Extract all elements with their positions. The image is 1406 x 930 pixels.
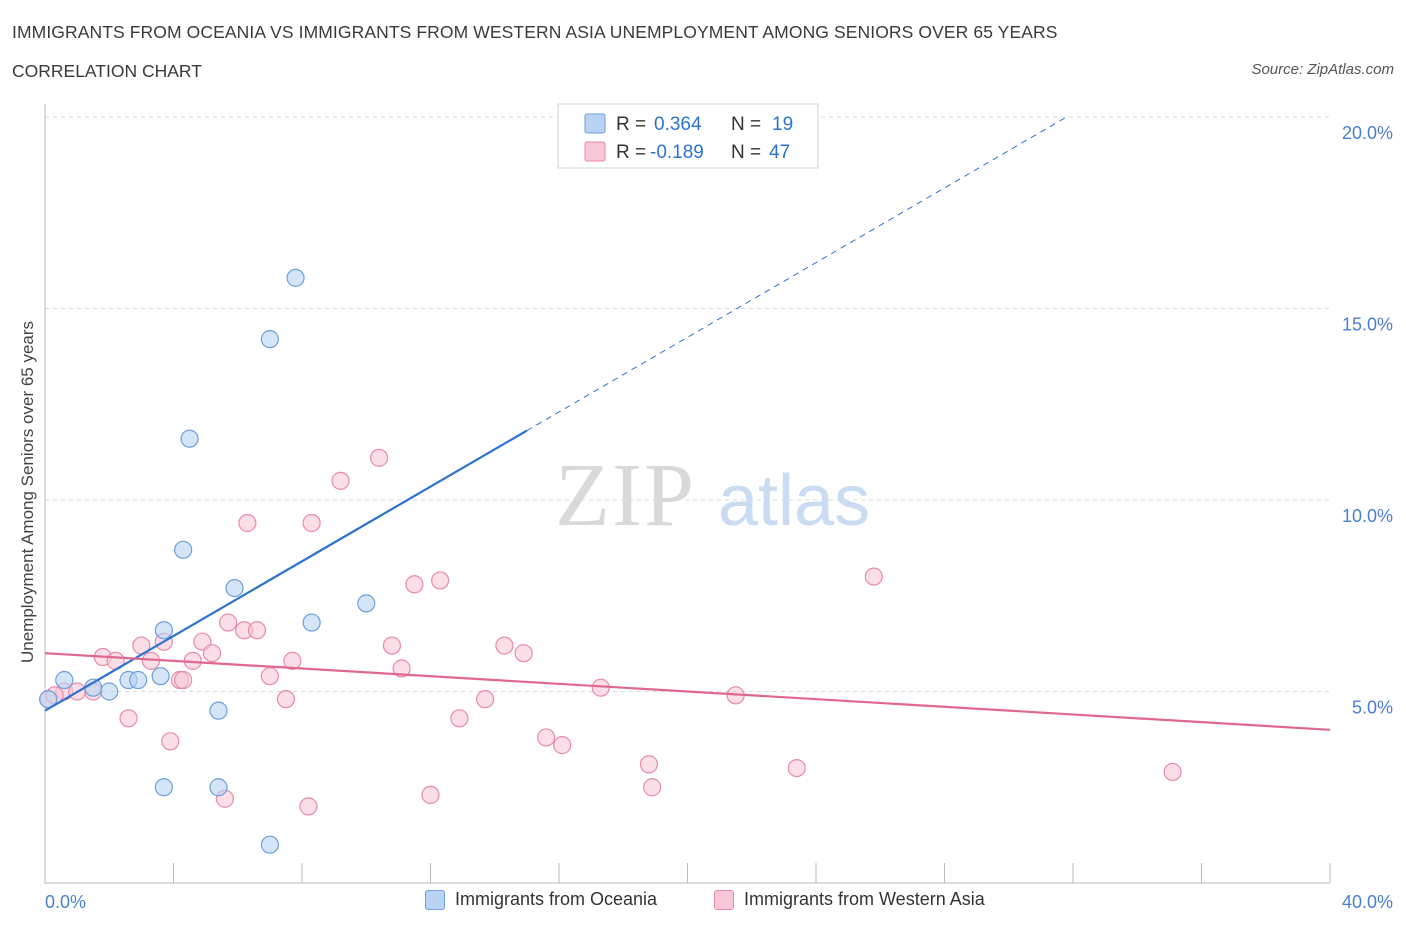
stats-legend: R = 0.364 N = 19 R = -0.189 N = 47 bbox=[557, 103, 819, 169]
point-oceania-8 bbox=[154, 621, 173, 640]
point-western-asia-26 bbox=[370, 448, 389, 467]
point-western-asia-42 bbox=[787, 758, 806, 778]
point-western-asia-10 bbox=[161, 732, 180, 751]
stats-swatch-western-asia bbox=[584, 141, 606, 162]
point-western-asia-28 bbox=[392, 659, 411, 678]
point-oceania-6 bbox=[151, 667, 170, 686]
source-label: Source: ZipAtlas.com bbox=[1251, 61, 1394, 78]
trendline-oceania bbox=[44, 429, 528, 712]
stats-r-label-oceania: R = bbox=[616, 114, 646, 135]
point-oceania-5 bbox=[129, 670, 148, 690]
point-western-asia-20 bbox=[260, 667, 279, 686]
point-western-asia-45 bbox=[174, 670, 193, 690]
stats-r-value-western-asia: -0.189 bbox=[650, 142, 704, 163]
stats-n-label-oceania: N = bbox=[731, 114, 761, 135]
point-western-asia-40 bbox=[643, 778, 662, 797]
point-oceania-14 bbox=[260, 330, 279, 349]
watermark: ZIP atlas bbox=[555, 446, 870, 545]
watermark-atlas: atlas bbox=[718, 461, 870, 541]
stats-swatch-oceania bbox=[584, 113, 606, 134]
chart-subtitle: CORRELATION CHART bbox=[12, 61, 202, 81]
trendline-western-asia bbox=[44, 652, 1331, 731]
y-tick-label-2: 15.0% bbox=[1342, 315, 1393, 335]
series-oceania-points bbox=[39, 268, 376, 854]
point-oceania-7 bbox=[154, 778, 173, 797]
point-western-asia-39 bbox=[639, 755, 659, 774]
point-western-asia-19 bbox=[247, 621, 267, 640]
point-oceania-10 bbox=[180, 429, 199, 448]
point-western-asia-33 bbox=[476, 690, 495, 709]
legend-item-western-asia: Immigrants from Western Asia bbox=[714, 889, 985, 910]
trend-lines bbox=[44, 116, 1331, 731]
stats-n-value-western-asia: 47 bbox=[769, 142, 790, 163]
point-oceania-13 bbox=[225, 578, 244, 598]
point-oceania-16 bbox=[286, 268, 305, 287]
x-tick-label-1: 40.0% bbox=[1342, 892, 1393, 912]
point-oceania-11 bbox=[209, 778, 228, 797]
point-western-asia-34 bbox=[495, 636, 514, 655]
point-western-asia-30 bbox=[421, 785, 440, 805]
legend-item-oceania: Immigrants from Oceania bbox=[425, 889, 657, 910]
point-western-asia-37 bbox=[553, 736, 572, 755]
y-tick-label-0: 5.0% bbox=[1352, 698, 1393, 718]
point-western-asia-18 bbox=[238, 513, 257, 533]
point-western-asia-44 bbox=[1163, 762, 1182, 782]
legend-swatch-oceania bbox=[425, 889, 445, 910]
legend-swatch-western-asia bbox=[714, 889, 734, 910]
legend-label-western-asia: Immigrants from Western Asia bbox=[744, 889, 985, 909]
point-oceania-12 bbox=[209, 701, 228, 720]
point-western-asia-25 bbox=[331, 471, 350, 490]
point-oceania-18 bbox=[357, 594, 376, 613]
bottom-legend: Immigrants from Oceania Immigrants from … bbox=[0, 889, 1406, 917]
point-western-asia-14 bbox=[202, 644, 222, 663]
stats-n-label-western-asia: N = bbox=[731, 142, 761, 163]
trendline-oceania-extrapolated bbox=[526, 116, 1067, 432]
stats-r-value-oceania: 0.364 bbox=[654, 114, 702, 135]
y-tick-label-1: 10.0% bbox=[1342, 506, 1393, 526]
point-western-asia-23 bbox=[299, 797, 318, 816]
point-western-asia-32 bbox=[450, 709, 469, 728]
x-tick-label-0: 0.0% bbox=[45, 892, 86, 912]
watermark-zip: ZIP bbox=[555, 446, 696, 545]
axes bbox=[44, 104, 1331, 884]
point-western-asia-29 bbox=[405, 575, 424, 594]
stats-n-value-oceania: 19 bbox=[772, 114, 793, 135]
point-western-asia-16 bbox=[219, 613, 238, 632]
point-western-asia-21 bbox=[276, 690, 296, 709]
point-oceania-1 bbox=[55, 670, 74, 690]
grid bbox=[45, 116, 1330, 692]
y-axis-label: Unemployment Among Seniors over 65 years bbox=[18, 321, 37, 663]
chart-title: IMMIGRANTS FROM OCEANIA VS IMMIGRANTS FR… bbox=[12, 22, 1058, 42]
point-western-asia-27 bbox=[382, 636, 402, 655]
point-western-asia-6 bbox=[119, 709, 138, 728]
point-western-asia-22 bbox=[283, 651, 302, 670]
stats-r-label-western-asia: R = bbox=[616, 142, 646, 163]
point-western-asia-24 bbox=[302, 513, 321, 533]
legend-label-oceania: Immigrants from Oceania bbox=[455, 889, 658, 909]
point-oceania-9 bbox=[174, 540, 193, 559]
y-tick-label-3: 20.0% bbox=[1342, 123, 1393, 143]
point-oceania-3 bbox=[100, 682, 119, 701]
point-oceania-15 bbox=[260, 835, 279, 854]
point-western-asia-35 bbox=[514, 644, 533, 663]
point-western-asia-36 bbox=[537, 728, 556, 747]
tick-labels: 5.0% 10.0% 15.0% 20.0% 0.0% 40.0% bbox=[45, 123, 1393, 912]
point-oceania-17 bbox=[302, 613, 321, 632]
point-western-asia-31 bbox=[431, 571, 450, 590]
point-western-asia-43 bbox=[864, 567, 883, 586]
